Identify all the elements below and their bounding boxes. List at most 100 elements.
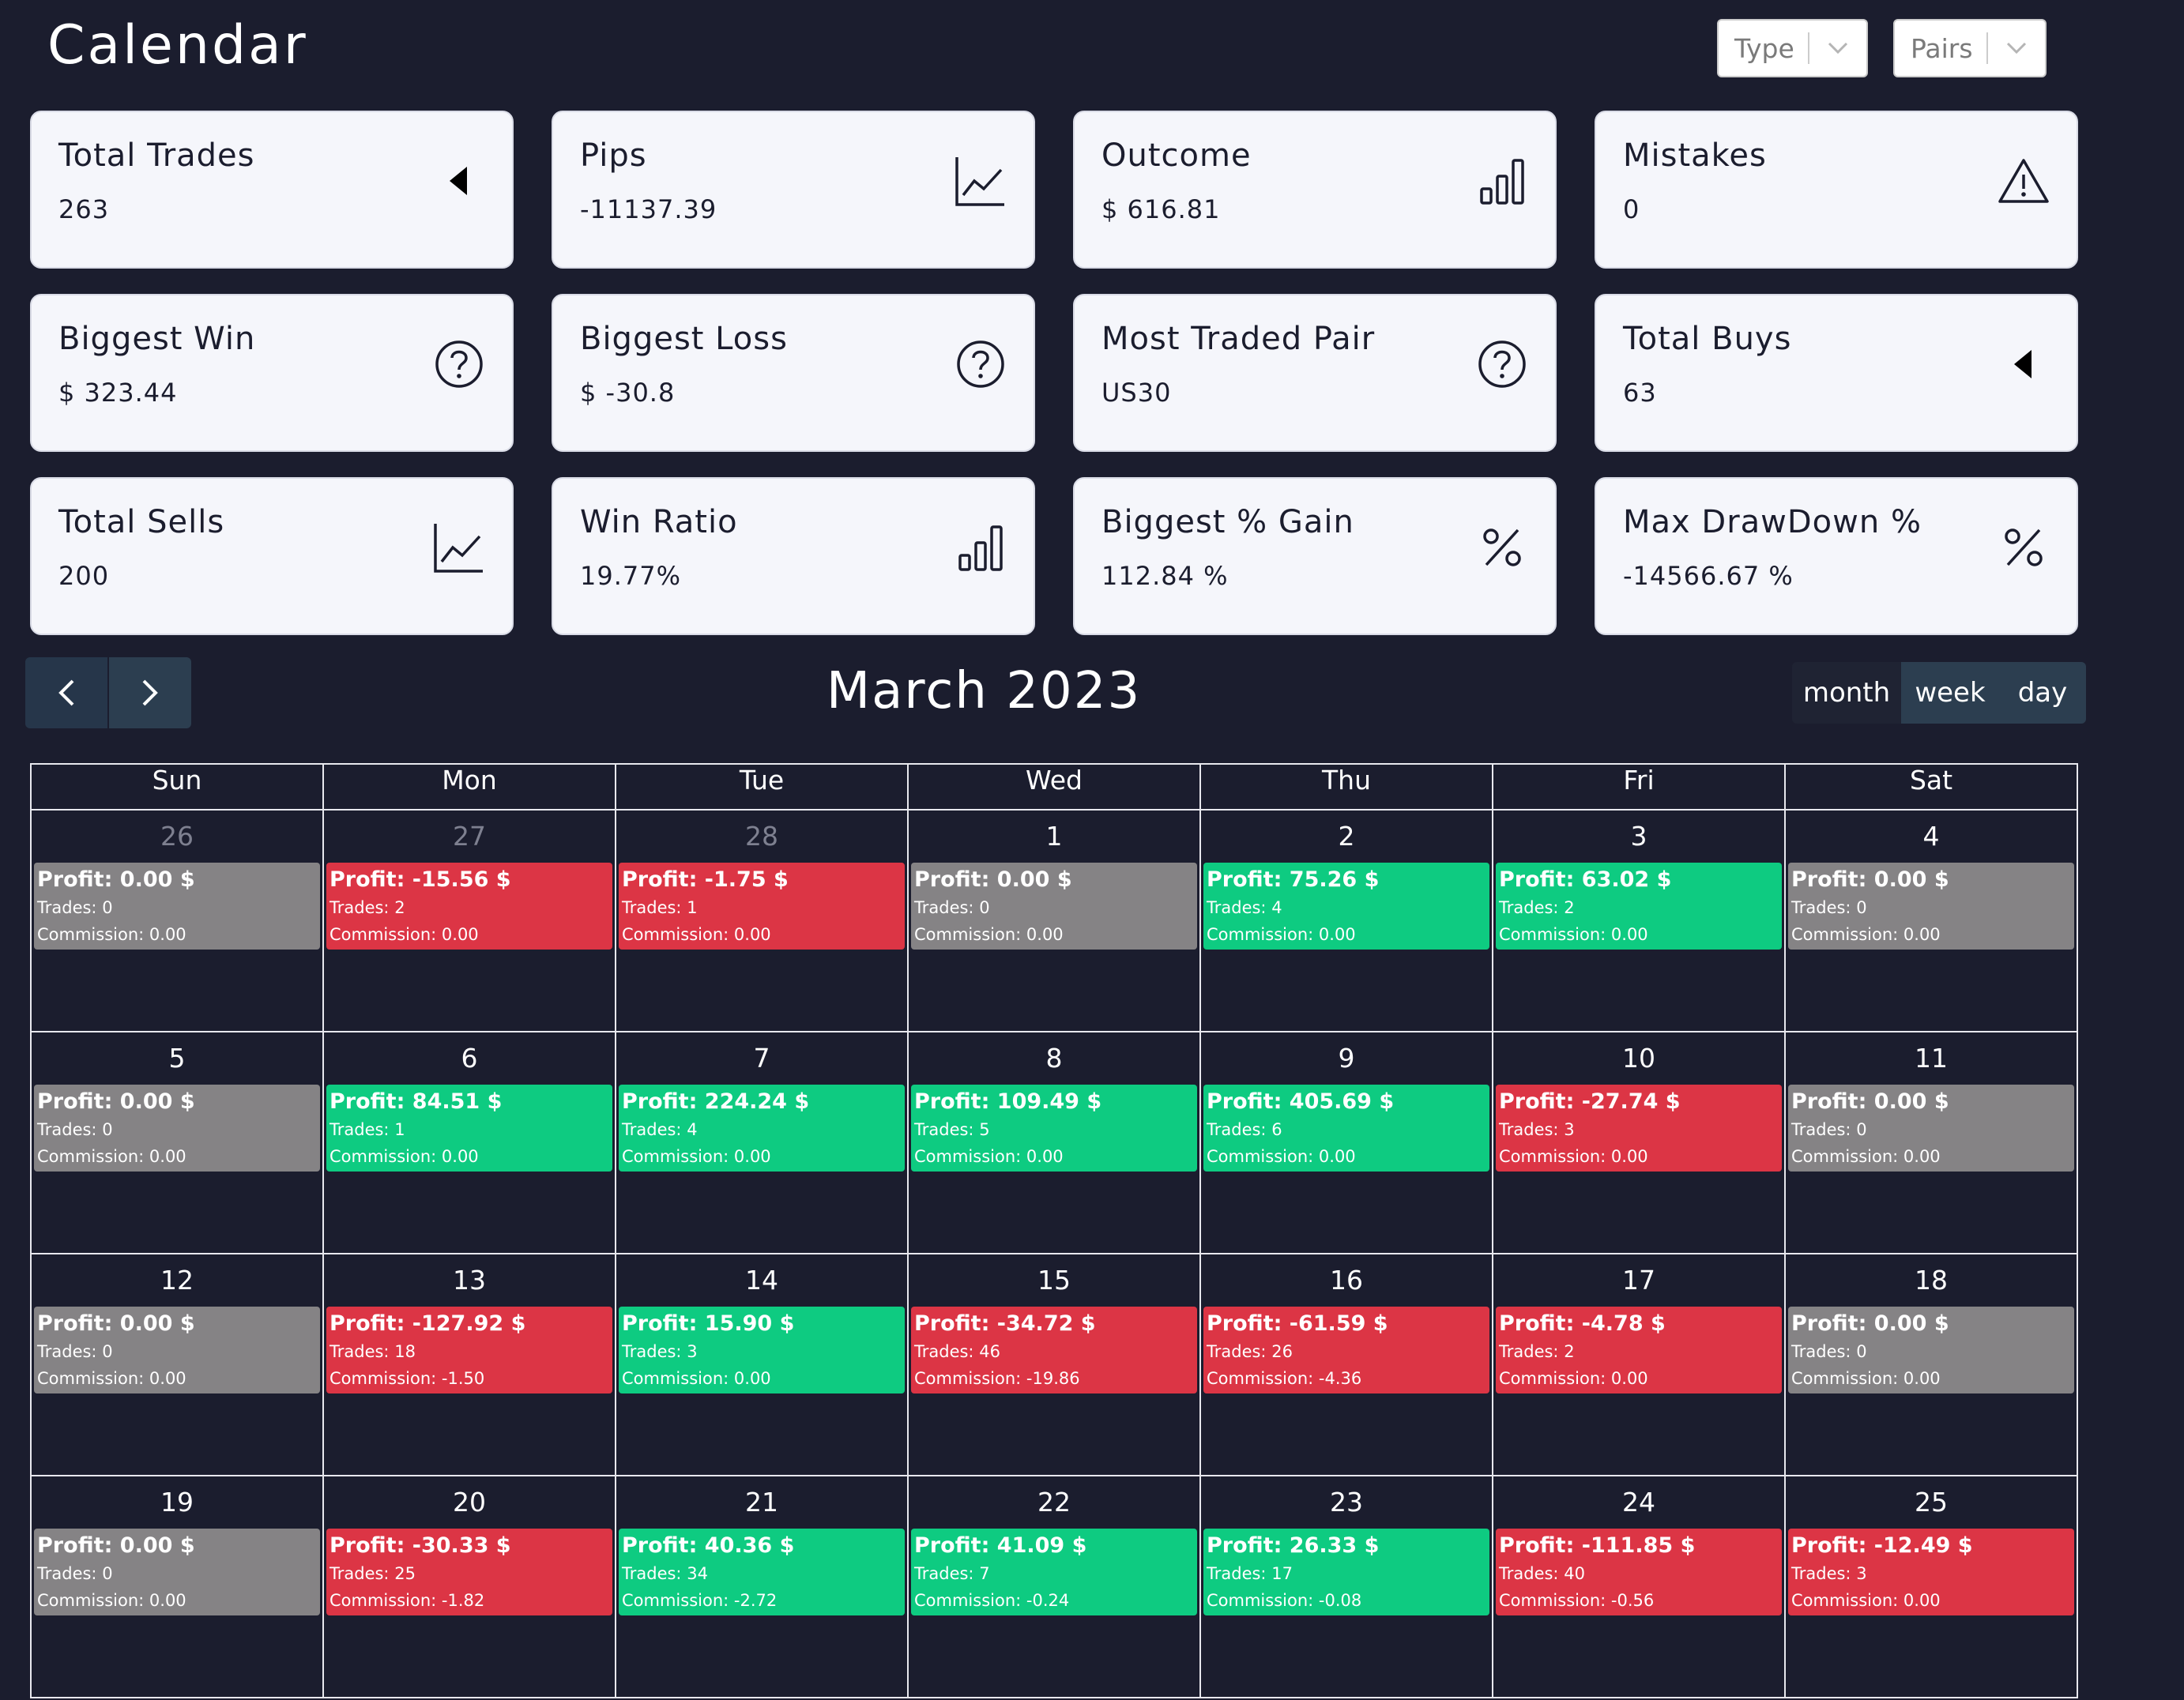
day-number[interactable]: 25 (1915, 1487, 1948, 1518)
day-summary-event[interactable]: Profit: -1.75 $ Trades: 1 Commission: 0.00 (619, 863, 905, 950)
day-summary-event[interactable]: Profit: -127.92 $ Trades: 18 Commission: -… (326, 1307, 612, 1393)
day-summary-event[interactable]: Profit: 224.24 $ Trades: 4 Commission: 0.0… (619, 1085, 905, 1172)
day-number[interactable]: 15 (1037, 1265, 1071, 1296)
calendar-day-cell[interactable]: 2 Profit: 75.26 $ Trades: 4 Commission: 0.0… (1199, 809, 1493, 1032)
calendar-day-cell[interactable]: 7 Profit: 224.24 $ Trades: 4 Commission: 0.… (615, 1031, 909, 1254)
day-number[interactable]: 1 (1045, 821, 1063, 852)
chevron-left-icon (58, 679, 74, 706)
calendar-day-cell[interactable]: 17 Profit: -4.78 $ Trades: 2 Commission: 0.… (1492, 1253, 1786, 1476)
day-summary-event[interactable]: Profit: -61.59 $ Trades: 26 Commission: -4… (1203, 1307, 1489, 1393)
day-number[interactable]: 14 (745, 1265, 778, 1296)
calendar-day-cell[interactable]: 25 Profit: -12.49 $ Trades: 3 Commission: 0… (1784, 1475, 2078, 1698)
day-summary-event[interactable]: Profit: 40.36 $ Trades: 34 Commission: -2.… (619, 1529, 905, 1615)
calendar-day-cell[interactable]: 26 Profit: 0.00 $ Trades: 0 Commission: 0.0… (30, 809, 324, 1032)
day-summary-event[interactable]: Profit: 75.26 $ Trades: 4 Commission: 0.00 (1203, 863, 1489, 950)
profit-label: Profit: (37, 867, 113, 892)
calendar-day-cell[interactable]: 3 Profit: 63.02 $ Trades: 2 Commission: 0.0… (1492, 809, 1786, 1032)
day-number[interactable]: 8 (1045, 1043, 1063, 1074)
day-summary-event[interactable]: Profit: 0.00 $ Trades: 0 Commission: 0.00 (34, 1085, 320, 1172)
day-number[interactable]: 7 (753, 1043, 770, 1074)
day-number[interactable]: 5 (168, 1043, 186, 1074)
day-number[interactable]: 10 (1622, 1043, 1655, 1074)
day-number[interactable]: 27 (453, 821, 486, 852)
day-number[interactable]: 22 (1037, 1487, 1071, 1518)
calendar-day-cell[interactable]: 4 Profit: 0.00 $ Trades: 0 Commission: 0.00 (1784, 809, 2078, 1032)
view-day-button[interactable]: day (1999, 662, 2086, 724)
day-summary-event[interactable]: Profit: 405.69 $ Trades: 6 Commission: 0.0… (1203, 1085, 1489, 1172)
next-month-button[interactable] (109, 657, 191, 728)
calendar-day-cell[interactable]: 15 Profit: -34.72 $ Trades: 46 Commission: … (907, 1253, 1201, 1476)
day-summary-event[interactable]: Profit: 0.00 $ Trades: 0 Commission: 0.00 (1788, 1085, 2074, 1172)
calendar-day-cell[interactable]: 5 Profit: 0.00 $ Trades: 0 Commission: 0.00 (30, 1031, 324, 1254)
chevron-down-icon[interactable] (1809, 42, 1866, 55)
day-number[interactable]: 9 (1338, 1043, 1355, 1074)
calendar-day-cell[interactable]: 20 Profit: -30.33 $ Trades: 25 Commission: … (322, 1475, 616, 1698)
day-number[interactable]: 3 (1630, 821, 1647, 852)
day-summary-event[interactable]: Profit: 0.00 $ Trades: 0 Commission: 0.00 (1788, 1307, 2074, 1393)
day-number[interactable]: 11 (1915, 1043, 1948, 1074)
day-summary-event[interactable]: Profit: 63.02 $ Trades: 2 Commission: 0.00 (1496, 863, 1782, 950)
pairs-filter-select[interactable]: Pairs (1893, 19, 2047, 77)
calendar-day-cell[interactable]: 16 Profit: -61.59 $ Trades: 26 Commission: … (1199, 1253, 1493, 1476)
calendar-day-cell[interactable]: 18 Profit: 0.00 $ Trades: 0 Commission: 0.0… (1784, 1253, 2078, 1476)
day-summary-event[interactable]: Profit: 15.90 $ Trades: 3 Commission: 0.00 (619, 1307, 905, 1393)
day-summary-event[interactable]: Profit: -4.78 $ Trades: 2 Commission: 0.00 (1496, 1307, 1782, 1393)
calendar-day-cell[interactable]: 1 Profit: 0.00 $ Trades: 0 Commission: 0.00 (907, 809, 1201, 1032)
day-number[interactable]: 19 (160, 1487, 194, 1518)
calendar-day-cell[interactable]: 12 Profit: 0.00 $ Trades: 0 Commission: 0.0… (30, 1253, 324, 1476)
calendar-day-cell[interactable]: 11 Profit: 0.00 $ Trades: 0 Commission: 0.0… (1784, 1031, 2078, 1254)
day-number[interactable]: 12 (160, 1265, 194, 1296)
day-summary-event[interactable]: Profit: -34.72 $ Trades: 46 Commission: -1… (911, 1307, 1197, 1393)
prev-month-button[interactable] (25, 657, 107, 728)
stat-card-value: 200 (58, 561, 110, 591)
day-number[interactable]: 2 (1338, 821, 1355, 852)
trades-value: 2 (394, 898, 405, 917)
day-summary-event[interactable]: Profit: 41.09 $ Trades: 7 Commission: -0.2… (911, 1529, 1197, 1615)
chevron-down-icon[interactable] (1988, 42, 2045, 55)
day-number[interactable]: 16 (1330, 1265, 1363, 1296)
calendar-day-cell[interactable]: 14 Profit: 15.90 $ Trades: 3 Commission: 0.… (615, 1253, 909, 1476)
day-number[interactable]: 24 (1622, 1487, 1655, 1518)
day-number[interactable]: 23 (1330, 1487, 1363, 1518)
day-summary-event[interactable]: Profit: -12.49 $ Trades: 3 Commission: 0.0… (1788, 1529, 2074, 1615)
day-summary-event[interactable]: Profit: 0.00 $ Trades: 0 Commission: 0.00 (34, 1529, 320, 1615)
day-summary-event[interactable]: Profit: -30.33 $ Trades: 25 Commission: -1… (326, 1529, 612, 1615)
calendar-day-cell[interactable]: 9 Profit: 405.69 $ Trades: 6 Commission: 0.… (1199, 1031, 1493, 1254)
type-filter-select[interactable]: Type (1717, 19, 1868, 77)
day-number[interactable]: 21 (745, 1487, 778, 1518)
calendar-day-cell[interactable]: 19 Profit: 0.00 $ Trades: 0 Commission: 0.0… (30, 1475, 324, 1698)
calendar-day-cell[interactable]: 24 Profit: -111.85 $ Trades: 40 Commission:… (1492, 1475, 1786, 1698)
day-number[interactable]: 28 (745, 821, 778, 852)
day-summary-event[interactable]: Profit: 0.00 $ Trades: 0 Commission: 0.00 (1788, 863, 2074, 950)
day-number[interactable]: 17 (1622, 1265, 1655, 1296)
event-commission: Commission: -1.82 (329, 1587, 609, 1614)
day-summary-event[interactable]: Profit: -15.56 $ Trades: 2 Commission: 0.0… (326, 863, 612, 950)
commission-label: Commission: (622, 1591, 729, 1610)
day-number[interactable]: 4 (1922, 821, 1940, 852)
day-summary-event[interactable]: Profit: 84.51 $ Trades: 1 Commission: 0.00 (326, 1085, 612, 1172)
calendar-day-cell[interactable]: 13 Profit: -127.92 $ Trades: 18 Commission:… (322, 1253, 616, 1476)
day-summary-event[interactable]: Profit: 0.00 $ Trades: 0 Commission: 0.00 (911, 863, 1197, 950)
day-number[interactable]: 20 (453, 1487, 486, 1518)
calendar-day-cell[interactable]: 23 Profit: 26.33 $ Trades: 17 Commission: -… (1199, 1475, 1493, 1698)
calendar-day-cell[interactable]: 10 Profit: -27.74 $ Trades: 3 Commission: 0… (1492, 1031, 1786, 1254)
calendar-day-cell[interactable]: 6 Profit: 84.51 $ Trades: 1 Commission: 0.0… (322, 1031, 616, 1254)
view-month-button[interactable]: month (1792, 662, 1901, 724)
day-number[interactable]: 26 (160, 821, 194, 852)
calendar-day-cell[interactable]: 22 Profit: 41.09 $ Trades: 7 Commission: -0… (907, 1475, 1201, 1698)
day-number[interactable]: 18 (1915, 1265, 1948, 1296)
calendar-day-cell[interactable]: 21 Profit: 40.36 $ Trades: 34 Commission: -… (615, 1475, 909, 1698)
view-week-button[interactable]: week (1901, 662, 1999, 724)
calendar-day-cell[interactable]: 8 Profit: 109.49 $ Trades: 5 Commission: 0.… (907, 1031, 1201, 1254)
day-summary-event[interactable]: Profit: -111.85 $ Trades: 40 Commission: -… (1496, 1529, 1782, 1615)
day-number[interactable]: 13 (453, 1265, 486, 1296)
day-number[interactable]: 6 (461, 1043, 478, 1074)
calendar-day-cell[interactable]: 28 Profit: -1.75 $ Trades: 1 Commission: 0.… (615, 809, 909, 1032)
day-summary-event[interactable]: Profit: 109.49 $ Trades: 5 Commission: 0.0… (911, 1085, 1197, 1172)
day-summary-event[interactable]: Profit: -27.74 $ Trades: 3 Commission: 0.0… (1496, 1085, 1782, 1172)
day-summary-event[interactable]: Profit: 0.00 $ Trades: 0 Commission: 0.00 (34, 1307, 320, 1393)
day-summary-event[interactable]: Profit: 0.00 $ Trades: 0 Commission: 0.00 (34, 863, 320, 950)
day-summary-event[interactable]: Profit: 26.33 $ Trades: 17 Commission: -0.… (1203, 1529, 1489, 1615)
event-profit: Profit: -61.59 $ (1207, 1310, 1486, 1338)
calendar-day-cell[interactable]: 27 Profit: -15.56 $ Trades: 2 Commission: 0… (322, 809, 616, 1032)
